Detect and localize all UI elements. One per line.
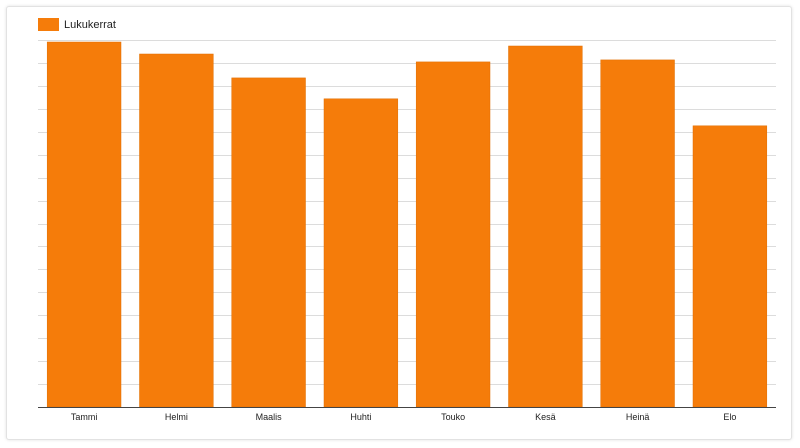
x-tick-label-heinä: Heinä xyxy=(626,412,650,422)
x-tick-labels: Tammi Helmi Maalis Huhti Touko Kesä Heinä Elo xyxy=(71,412,737,422)
x-tick-label-helmi: Helmi xyxy=(165,412,188,422)
x-tick-label-huhti: Huhti xyxy=(350,412,371,422)
legend: Lukukerrat xyxy=(38,18,116,31)
bar-heinä[interactable] xyxy=(600,59,675,408)
bar-maalis[interactable] xyxy=(231,77,306,408)
x-tick-label-maalis: Maalis xyxy=(256,412,283,422)
bars xyxy=(46,41,768,408)
x-tick-label-kesä: Kesä xyxy=(535,412,556,422)
bar-tammi[interactable] xyxy=(46,41,122,408)
x-tick-label-tammi: Tammi xyxy=(71,412,98,422)
bar-touko[interactable] xyxy=(415,61,491,408)
bar-helmi[interactable] xyxy=(139,53,214,408)
legend-label-lukukerrat: Lukukerrat xyxy=(64,18,116,31)
bar-elo[interactable] xyxy=(692,125,768,408)
x-tick-label-touko: Touko xyxy=(441,412,465,422)
legend-swatch-lukukerrat xyxy=(38,18,59,31)
bar-huhti[interactable] xyxy=(323,98,399,408)
bar-kesä[interactable] xyxy=(508,45,583,408)
x-tick-label-elo: Elo xyxy=(723,412,736,422)
